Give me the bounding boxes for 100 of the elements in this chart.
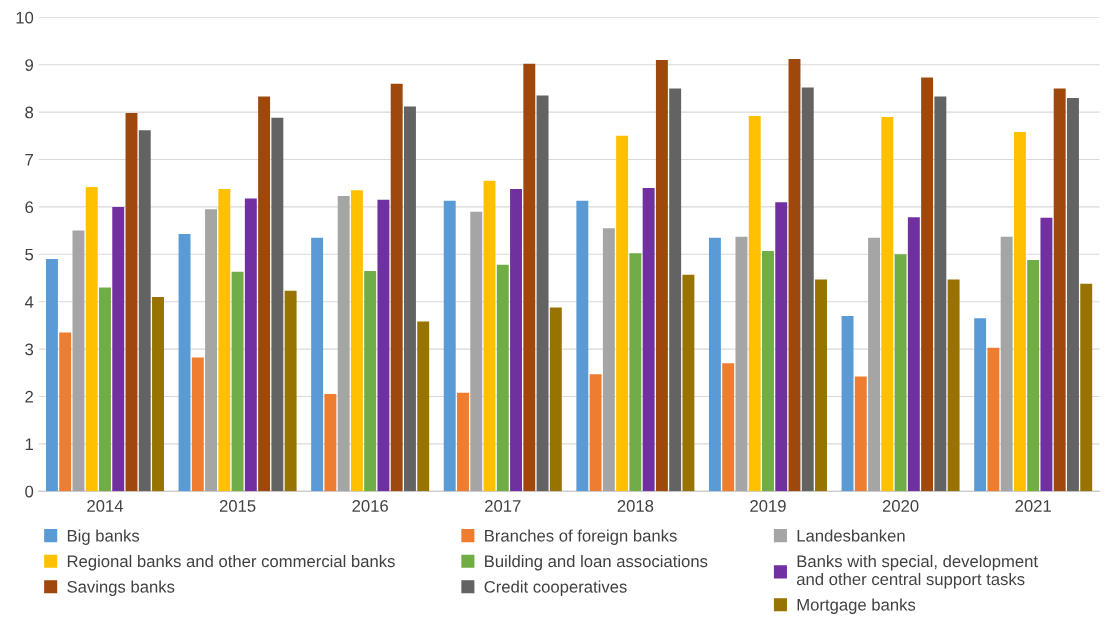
bar [1027, 259, 1040, 492]
bar [894, 254, 907, 492]
bar [403, 106, 416, 492]
bar [722, 363, 735, 492]
x-tick-label: 2016 [352, 500, 388, 512]
legend-label: Credit cooperatives [484, 580, 627, 597]
bar [125, 113, 138, 492]
bar [629, 253, 642, 492]
y-tick-label: 6 [25, 201, 34, 214]
y-tick-label: 0 [25, 485, 34, 498]
bar [284, 290, 297, 492]
bar [602, 228, 615, 492]
bar [669, 88, 682, 492]
bar [523, 63, 536, 492]
bar [549, 307, 562, 492]
bar [868, 237, 881, 492]
bar [921, 77, 934, 492]
bar [682, 274, 695, 492]
bar [934, 96, 947, 492]
bar [1080, 283, 1093, 492]
legend-label: Landesbanken [797, 529, 905, 542]
x-tick-label: 2014 [87, 500, 124, 512]
bar [152, 296, 164, 492]
x-tick-label: 2020 [882, 500, 919, 512]
bar [748, 115, 761, 492]
y-tick-label: 4 [24, 296, 34, 308]
bar [841, 315, 854, 492]
bar [417, 321, 430, 492]
bar [735, 236, 748, 492]
bar [99, 287, 111, 492]
bar [1040, 217, 1053, 492]
bar [244, 198, 257, 492]
y-tick-label: 2 [25, 390, 33, 403]
legend-label: Savings banks [67, 580, 175, 597]
bar [496, 264, 509, 492]
y-tick-label: 1 [25, 438, 33, 450]
bar [364, 270, 377, 492]
legend-label: Mortgage banks [797, 598, 916, 614]
x-tick-label: 2015 [219, 500, 256, 512]
bar [311, 237, 324, 492]
bar [974, 318, 987, 492]
bar [72, 230, 85, 492]
bar [987, 347, 1000, 492]
y-tick-label: 9 [25, 59, 34, 71]
y-tick-label: 7 [25, 154, 33, 166]
y-tick-label: 5 [25, 248, 34, 261]
bar [178, 233, 191, 492]
bar [708, 237, 721, 492]
bar [85, 187, 98, 492]
bar [576, 200, 589, 492]
legend-label: Big banks [67, 529, 140, 545]
bar [350, 190, 363, 492]
x-tick-label: 2019 [750, 500, 786, 512]
bar [377, 199, 390, 492]
bar [59, 332, 72, 492]
bar [205, 209, 218, 492]
bar [231, 271, 244, 492]
bar [788, 59, 801, 492]
bar [112, 206, 125, 492]
bar [483, 180, 496, 492]
bar [762, 250, 774, 492]
bar [616, 135, 629, 492]
bar [907, 217, 920, 492]
legend-label: Regional banks and other commercial banks [67, 554, 395, 571]
bar [337, 196, 350, 492]
bar [1000, 236, 1013, 492]
bar [271, 117, 284, 492]
legend-label: Building and loan associations [485, 554, 708, 571]
bar [324, 394, 337, 492]
legend-label: Banks with special, development and other central support tasks [796, 554, 1038, 589]
bar [191, 357, 204, 492]
bar [1066, 97, 1079, 492]
x-tick-label: 2017 [485, 500, 521, 512]
bar [1053, 88, 1066, 492]
bar [775, 202, 788, 492]
bar [655, 60, 668, 492]
bar [443, 200, 456, 492]
bar [218, 188, 231, 492]
bar [801, 87, 814, 492]
bar [536, 95, 549, 492]
bar [881, 116, 894, 492]
bar [138, 130, 151, 492]
bar [470, 211, 483, 492]
bar [258, 96, 271, 492]
bar [589, 374, 602, 492]
bar [947, 279, 960, 492]
y-tick-label: 8 [25, 106, 34, 119]
bar [642, 187, 655, 492]
bar [815, 279, 827, 492]
bar [457, 392, 469, 492]
x-tick-label: 2018 [617, 500, 654, 512]
y-tick-label: 3 [25, 343, 34, 356]
bar [854, 376, 867, 492]
bar [510, 188, 522, 492]
legend-label: Branches of foreign banks [485, 529, 677, 545]
bar [390, 83, 403, 492]
bar [1013, 132, 1026, 492]
bar [45, 259, 58, 492]
y-tick-label: 10 [16, 11, 34, 24]
x-tick-label: 2021 [1015, 500, 1051, 512]
